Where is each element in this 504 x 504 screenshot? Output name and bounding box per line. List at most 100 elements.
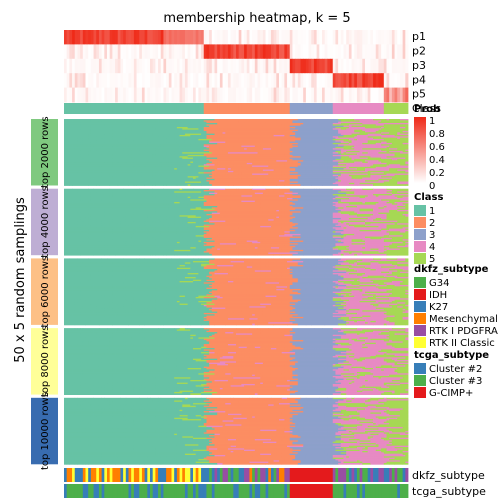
- membership-cell: [115, 44, 119, 60]
- sampling-cell: [131, 267, 143, 270]
- sampling-cell: [104, 267, 121, 270]
- sampling-cell: [101, 266, 119, 269]
- sampling-cell: [85, 172, 89, 174]
- sampling-cell: [249, 160, 266, 162]
- sampling-cell: [133, 166, 140, 169]
- sampling-cell: [391, 178, 409, 181]
- sampling-cell: [311, 198, 318, 200]
- sampling-cell: [338, 202, 347, 204]
- sampling-cell: [187, 275, 197, 278]
- sampling-cell: [195, 275, 207, 278]
- sampling-cell: [214, 182, 229, 185]
- sampling-cell: [381, 128, 387, 131]
- sampling-cell: [144, 213, 151, 216]
- sampling-cell: [402, 239, 409, 241]
- sampling-cell: [335, 205, 347, 208]
- sampling-cell: [152, 134, 170, 137]
- sampling-cell: [131, 126, 135, 129]
- sampling-cell: [174, 160, 186, 162]
- sampling-cell: [133, 262, 137, 265]
- sampling-cell: [64, 224, 70, 227]
- sampling-cell: [362, 161, 369, 164]
- sampling-cell: [101, 265, 119, 267]
- sampling-cell: [338, 121, 352, 124]
- sampling-cell: [389, 134, 395, 137]
- sampling-cell: [125, 191, 129, 194]
- sampling-cell: [287, 194, 293, 196]
- sampling-cell: [246, 137, 256, 140]
- membership-cell: [160, 58, 164, 74]
- sampling-cell: [281, 227, 299, 229]
- sampling-cell: [305, 252, 309, 255]
- sampling-cell: [257, 170, 261, 173]
- sampling-cell: [327, 233, 344, 236]
- membership-cell: [386, 30, 390, 45]
- sampling-cell: [233, 144, 242, 146]
- sampling-cell: [236, 190, 242, 192]
- sampling-cell: [80, 138, 89, 141]
- sampling-cell: [64, 164, 76, 166]
- sampling-cell: [195, 157, 202, 160]
- sampling-cell: [335, 265, 344, 267]
- sampling-cell: [284, 196, 288, 199]
- membership-cell: [249, 87, 253, 103]
- sampling-cell: [354, 182, 361, 185]
- sampling-cell: [144, 158, 159, 161]
- sampling-cell: [125, 146, 129, 149]
- membership-cell: [276, 44, 280, 60]
- sampling-cell: [378, 262, 385, 265]
- sampling-cell: [373, 184, 387, 186]
- sampling-cell: [128, 182, 137, 185]
- sampling-cell: [166, 178, 172, 181]
- sampling-cell: [72, 237, 89, 240]
- sampling-cell: [155, 227, 170, 229]
- membership-cell: [316, 73, 320, 88]
- sampling-cell: [109, 165, 113, 168]
- class-cell: [238, 103, 242, 114]
- sampling-cell: [332, 221, 342, 224]
- membership-cell: [362, 58, 366, 74]
- sampling-cell: [104, 170, 116, 173]
- sampling-cell: [187, 165, 191, 168]
- sampling-cell: [340, 236, 344, 239]
- sampling-cell: [279, 221, 285, 224]
- sampling-cell: [365, 240, 377, 243]
- sampling-cell: [335, 146, 352, 149]
- sampling-cell: [241, 172, 245, 174]
- membership-cell: [351, 73, 355, 88]
- sampling-cell: [233, 262, 250, 265]
- sampling-cell: [238, 182, 256, 185]
- sampling-cell: [117, 181, 135, 184]
- sampling-cell: [109, 252, 116, 255]
- sampling-cell: [217, 224, 226, 227]
- sampling-cell: [64, 156, 70, 158]
- membership-cell: [324, 44, 328, 60]
- membership-cell: [82, 58, 86, 74]
- class-cell: [206, 103, 210, 114]
- class-cell: [166, 103, 170, 114]
- sampling-cell: [338, 259, 347, 262]
- sampling-cell: [244, 251, 253, 253]
- class-cell: [399, 103, 404, 114]
- sampling-cell: [64, 168, 78, 170]
- sampling-cell: [133, 164, 143, 166]
- sampling-cell: [391, 124, 401, 127]
- sampling-cell: [72, 202, 81, 204]
- sampling-cell: [359, 150, 377, 153]
- sampling-cell: [225, 199, 240, 202]
- membership-cell: [201, 44, 205, 60]
- sampling-cell: [115, 128, 129, 131]
- sampling-cell: [351, 239, 363, 241]
- sampling-cell: [378, 219, 385, 222]
- sampling-cell: [367, 239, 385, 241]
- sampling-cell: [270, 128, 280, 131]
- sampling-cell: [303, 223, 309, 226]
- sampling-cell: [93, 126, 111, 129]
- sampling-cell: [139, 174, 143, 177]
- sampling-cell: [203, 220, 210, 223]
- sampling-cell: [335, 137, 339, 140]
- sampling-cell: [297, 231, 309, 233]
- sampling-cell: [241, 259, 248, 262]
- sampling-cell: [324, 240, 339, 243]
- sampling-cell: [107, 152, 111, 154]
